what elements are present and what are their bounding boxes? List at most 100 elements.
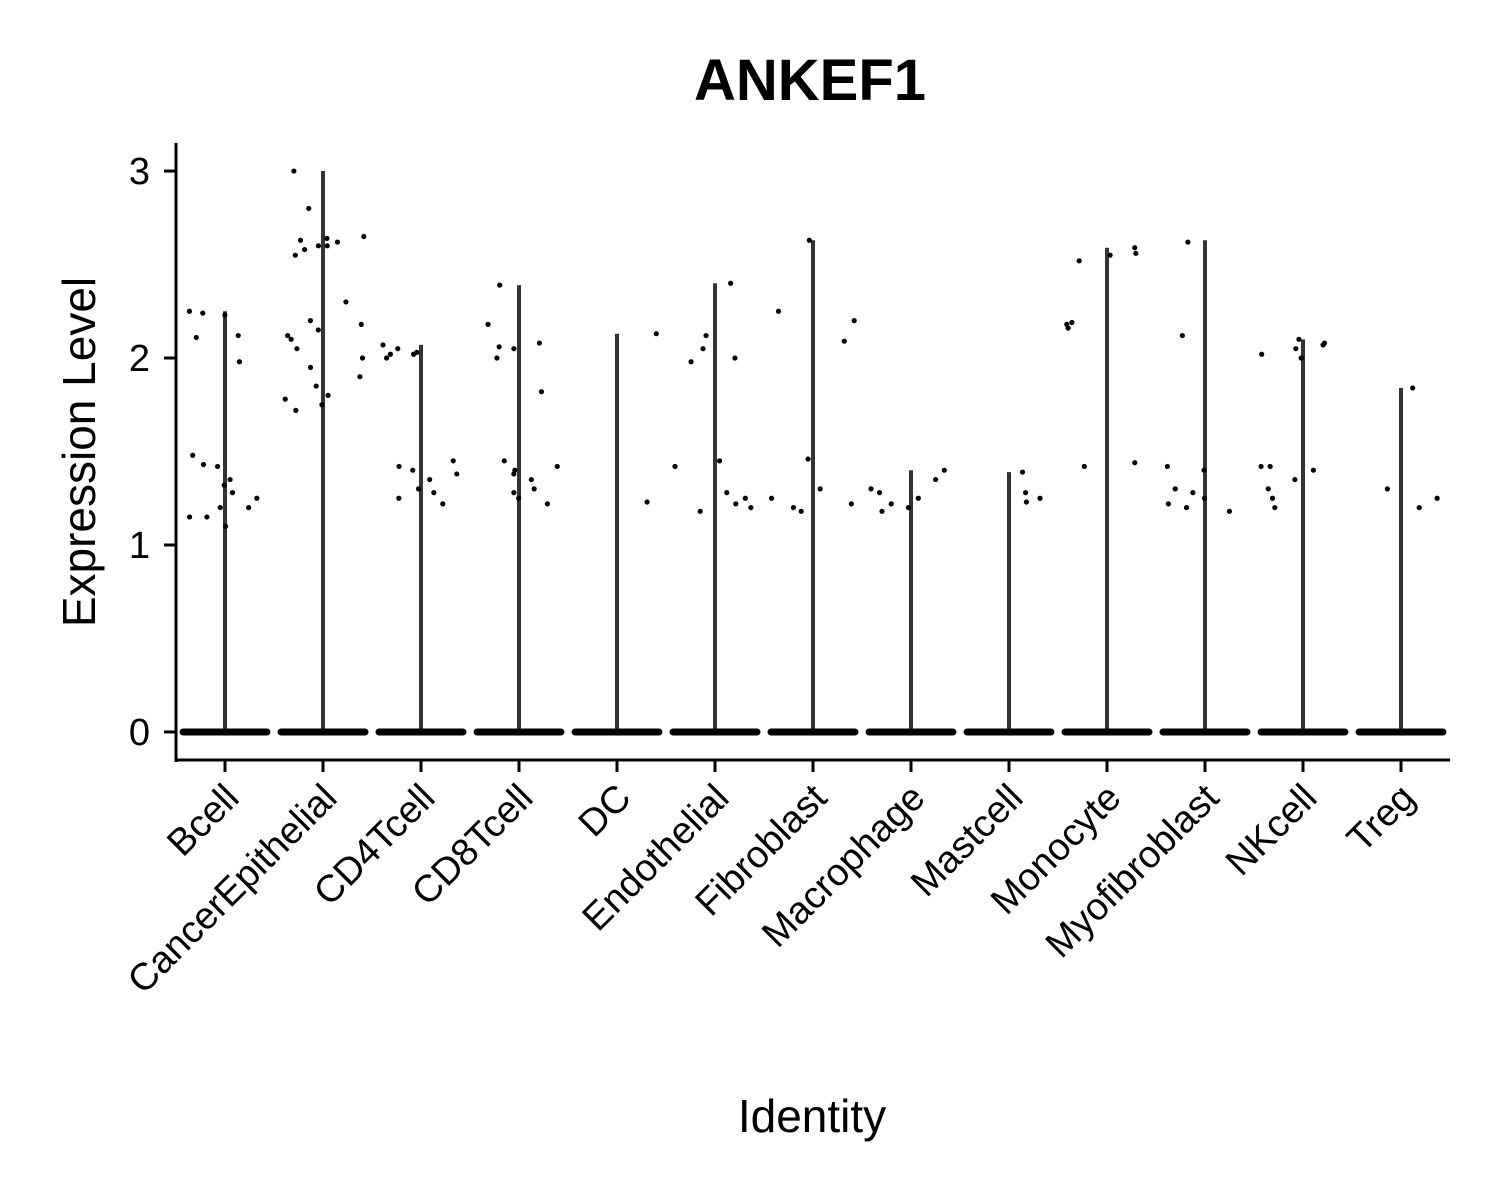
data-point	[282, 396, 288, 402]
data-point	[222, 523, 229, 529]
data-point	[1107, 252, 1113, 258]
data-point	[294, 346, 300, 352]
data-point	[1076, 258, 1082, 264]
data-point	[359, 355, 366, 361]
data-point	[697, 508, 703, 514]
data-point	[1265, 486, 1271, 492]
data-point	[798, 508, 804, 514]
data-point	[1132, 245, 1138, 251]
data-point	[1298, 355, 1304, 361]
data-point	[841, 338, 847, 344]
data-point	[431, 490, 437, 496]
data-point	[688, 359, 694, 365]
y-tick-label: 1	[129, 525, 150, 567]
data-point	[334, 239, 341, 245]
data-point	[396, 495, 402, 501]
data-point	[361, 233, 367, 240]
data-point	[1164, 463, 1170, 470]
data-point	[190, 452, 196, 458]
data-point	[227, 476, 233, 483]
y-tick-label: 2	[129, 338, 150, 380]
data-point	[297, 237, 304, 243]
x-tick-label: Treg	[1339, 777, 1423, 861]
data-point	[1069, 319, 1075, 326]
data-point	[186, 308, 193, 314]
data-point	[1172, 486, 1178, 492]
data-point	[301, 246, 308, 253]
data-point	[653, 331, 659, 337]
data-point	[204, 514, 210, 520]
data-point	[1201, 467, 1207, 473]
data-point	[1434, 495, 1440, 501]
data-point	[528, 476, 534, 483]
data-point	[728, 280, 734, 286]
data-point	[380, 342, 386, 348]
data-point	[1165, 501, 1171, 507]
data-point	[933, 476, 939, 483]
data-point	[450, 458, 456, 464]
data-point	[246, 504, 252, 511]
data-point	[700, 346, 706, 352]
data-point	[307, 318, 314, 324]
data-point	[292, 252, 298, 258]
data-point	[1259, 351, 1265, 357]
data-point	[411, 351, 417, 357]
x-tick-label: DC	[571, 777, 640, 846]
data-point	[879, 508, 885, 514]
y-tick-label: 3	[129, 151, 150, 193]
data-point	[324, 235, 330, 241]
data-point	[848, 501, 854, 507]
data-point	[235, 332, 241, 339]
data-point	[357, 374, 363, 380]
data-point	[383, 355, 390, 361]
data-point	[229, 490, 236, 496]
data-point	[1132, 460, 1138, 466]
data-point	[387, 351, 394, 357]
data-point	[358, 321, 364, 327]
data-point	[440, 501, 446, 507]
data-point	[905, 504, 912, 511]
data-point	[716, 458, 723, 464]
data-point	[538, 389, 544, 395]
data-point	[1201, 495, 1208, 501]
data-point	[554, 463, 560, 470]
data-point	[732, 355, 738, 361]
data-point	[454, 471, 460, 477]
data-point	[941, 467, 947, 473]
chart-title: ANKEF1	[694, 48, 926, 113]
x-tick-label: NKcell	[1218, 777, 1325, 884]
data-point	[293, 407, 299, 413]
data-point	[516, 495, 522, 501]
data-point	[748, 504, 754, 511]
data-point	[1416, 504, 1422, 511]
data-point	[536, 340, 543, 346]
data-point	[644, 499, 650, 505]
data-point	[512, 467, 518, 473]
data-point	[1410, 385, 1416, 391]
data-point	[511, 346, 517, 352]
data-point	[496, 344, 502, 350]
data-point	[544, 501, 551, 507]
data-point	[315, 327, 321, 333]
data-point	[193, 334, 199, 341]
data-point	[868, 486, 874, 492]
data-point	[1023, 499, 1029, 505]
data-point	[288, 336, 294, 342]
data-point	[343, 299, 349, 305]
data-point	[410, 467, 416, 473]
data-point	[1384, 486, 1390, 492]
data-point	[1292, 476, 1298, 483]
data-point	[217, 504, 223, 511]
data-point	[817, 486, 823, 492]
data-point	[254, 495, 260, 501]
data-point	[200, 310, 206, 316]
data-point	[497, 282, 503, 288]
data-point	[1081, 463, 1087, 470]
data-point	[222, 312, 228, 318]
y-axis-label: Expression Level	[53, 277, 105, 627]
data-point	[876, 490, 883, 496]
x-axis-label: Identity	[738, 1090, 886, 1142]
data-point	[501, 458, 507, 464]
